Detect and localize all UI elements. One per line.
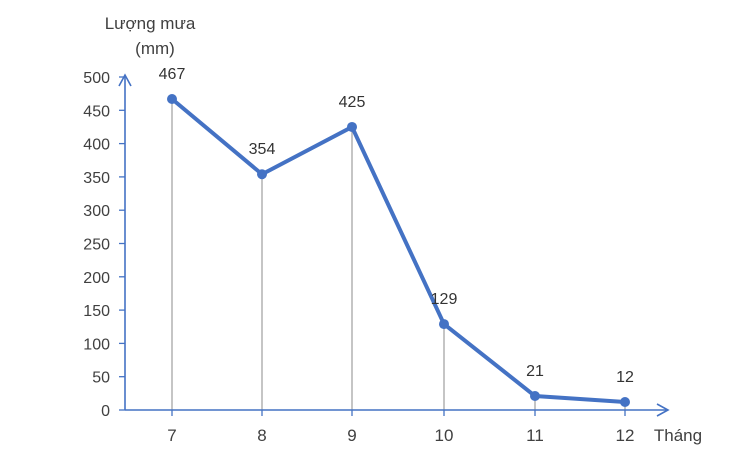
x-tick-label: 11 [526,426,544,445]
y-tick-label: 100 [83,336,110,353]
y-tick-label: 300 [83,203,110,220]
y-tick-label: 250 [83,237,110,254]
y-axis-label-line1: Lượng mưa [105,14,196,33]
y-axis-label-line2: (mm) [135,39,175,58]
series-line [170,96,627,405]
y-tick-label: 500 [83,70,110,87]
data-point [620,397,630,408]
x-tick-label: 10 [435,426,454,445]
data-label: 21 [526,363,544,380]
y-tick-label: 200 [83,270,110,287]
data-labels: 467 354 425 129 21 12 [159,66,634,386]
y-tick-label: 50 [92,370,110,387]
drop-lines [171,98,626,410]
y-tick-label: 350 [83,170,110,187]
data-point [347,121,357,132]
x-tick-label: 12 [616,426,635,445]
data-label: 467 [159,66,186,83]
data-point [257,169,267,180]
data-point [439,319,449,330]
y-tick-label: 400 [83,137,110,154]
data-label: 425 [339,94,366,111]
x-tick-label: 8 [257,426,266,445]
x-tick-label: 9 [347,426,356,445]
y-tick-label: 150 [83,303,110,320]
data-label: 129 [431,291,458,308]
data-points [167,93,630,408]
y-tick-label: 0 [101,403,110,420]
data-label: 12 [616,369,634,386]
y-ticks: 0 50 100 150 200 250 300 350 400 450 500 [83,70,125,420]
x-tick-label: 7 [167,426,176,445]
x-axis-label: Tháng [654,426,702,445]
x-ticks: 7 8 9 10 11 12 [167,410,634,445]
data-label: 354 [249,141,276,158]
data-point [530,391,540,402]
data-point [167,93,177,104]
y-tick-label: 450 [83,103,110,120]
